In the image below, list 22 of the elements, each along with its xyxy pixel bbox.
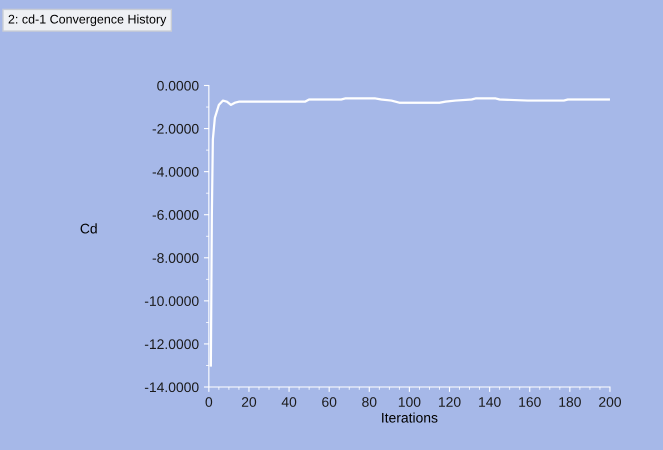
x-tick-label: 0 (206, 397, 212, 407)
y-tick-label: -12.0000 (144, 339, 199, 350)
y-tick-label: -6.0000 (152, 210, 199, 220)
y-tick-label: -14.0000 (144, 382, 199, 392)
x-tick-label: 120 (438, 397, 461, 407)
x-tick-label: 40 (282, 397, 296, 407)
y-axis-title: Cd (80, 223, 97, 234)
x-tick-label: 160 (519, 397, 541, 407)
y-tick-label: -8.0000 (152, 253, 199, 263)
x-tick-label: 180 (559, 397, 581, 407)
x-tick-label: 80 (362, 397, 376, 407)
y-tick-label: -4.0000 (152, 166, 199, 177)
x-tick-label: 140 (479, 397, 501, 407)
y-tick-label: 0.0000 (157, 80, 199, 91)
x-tick-label: 200 (599, 397, 622, 407)
x-axis-title: Iterations (382, 412, 438, 423)
x-tick-label: 60 (322, 397, 336, 407)
x-tick-label: 20 (242, 397, 256, 407)
text: 2: cd-1 Convergence History (8, 14, 166, 26)
y-tick-label: -2.0000 (152, 124, 199, 134)
y-tick-label: -10.0000 (144, 296, 199, 306)
x-tick-label: 100 (398, 397, 420, 407)
